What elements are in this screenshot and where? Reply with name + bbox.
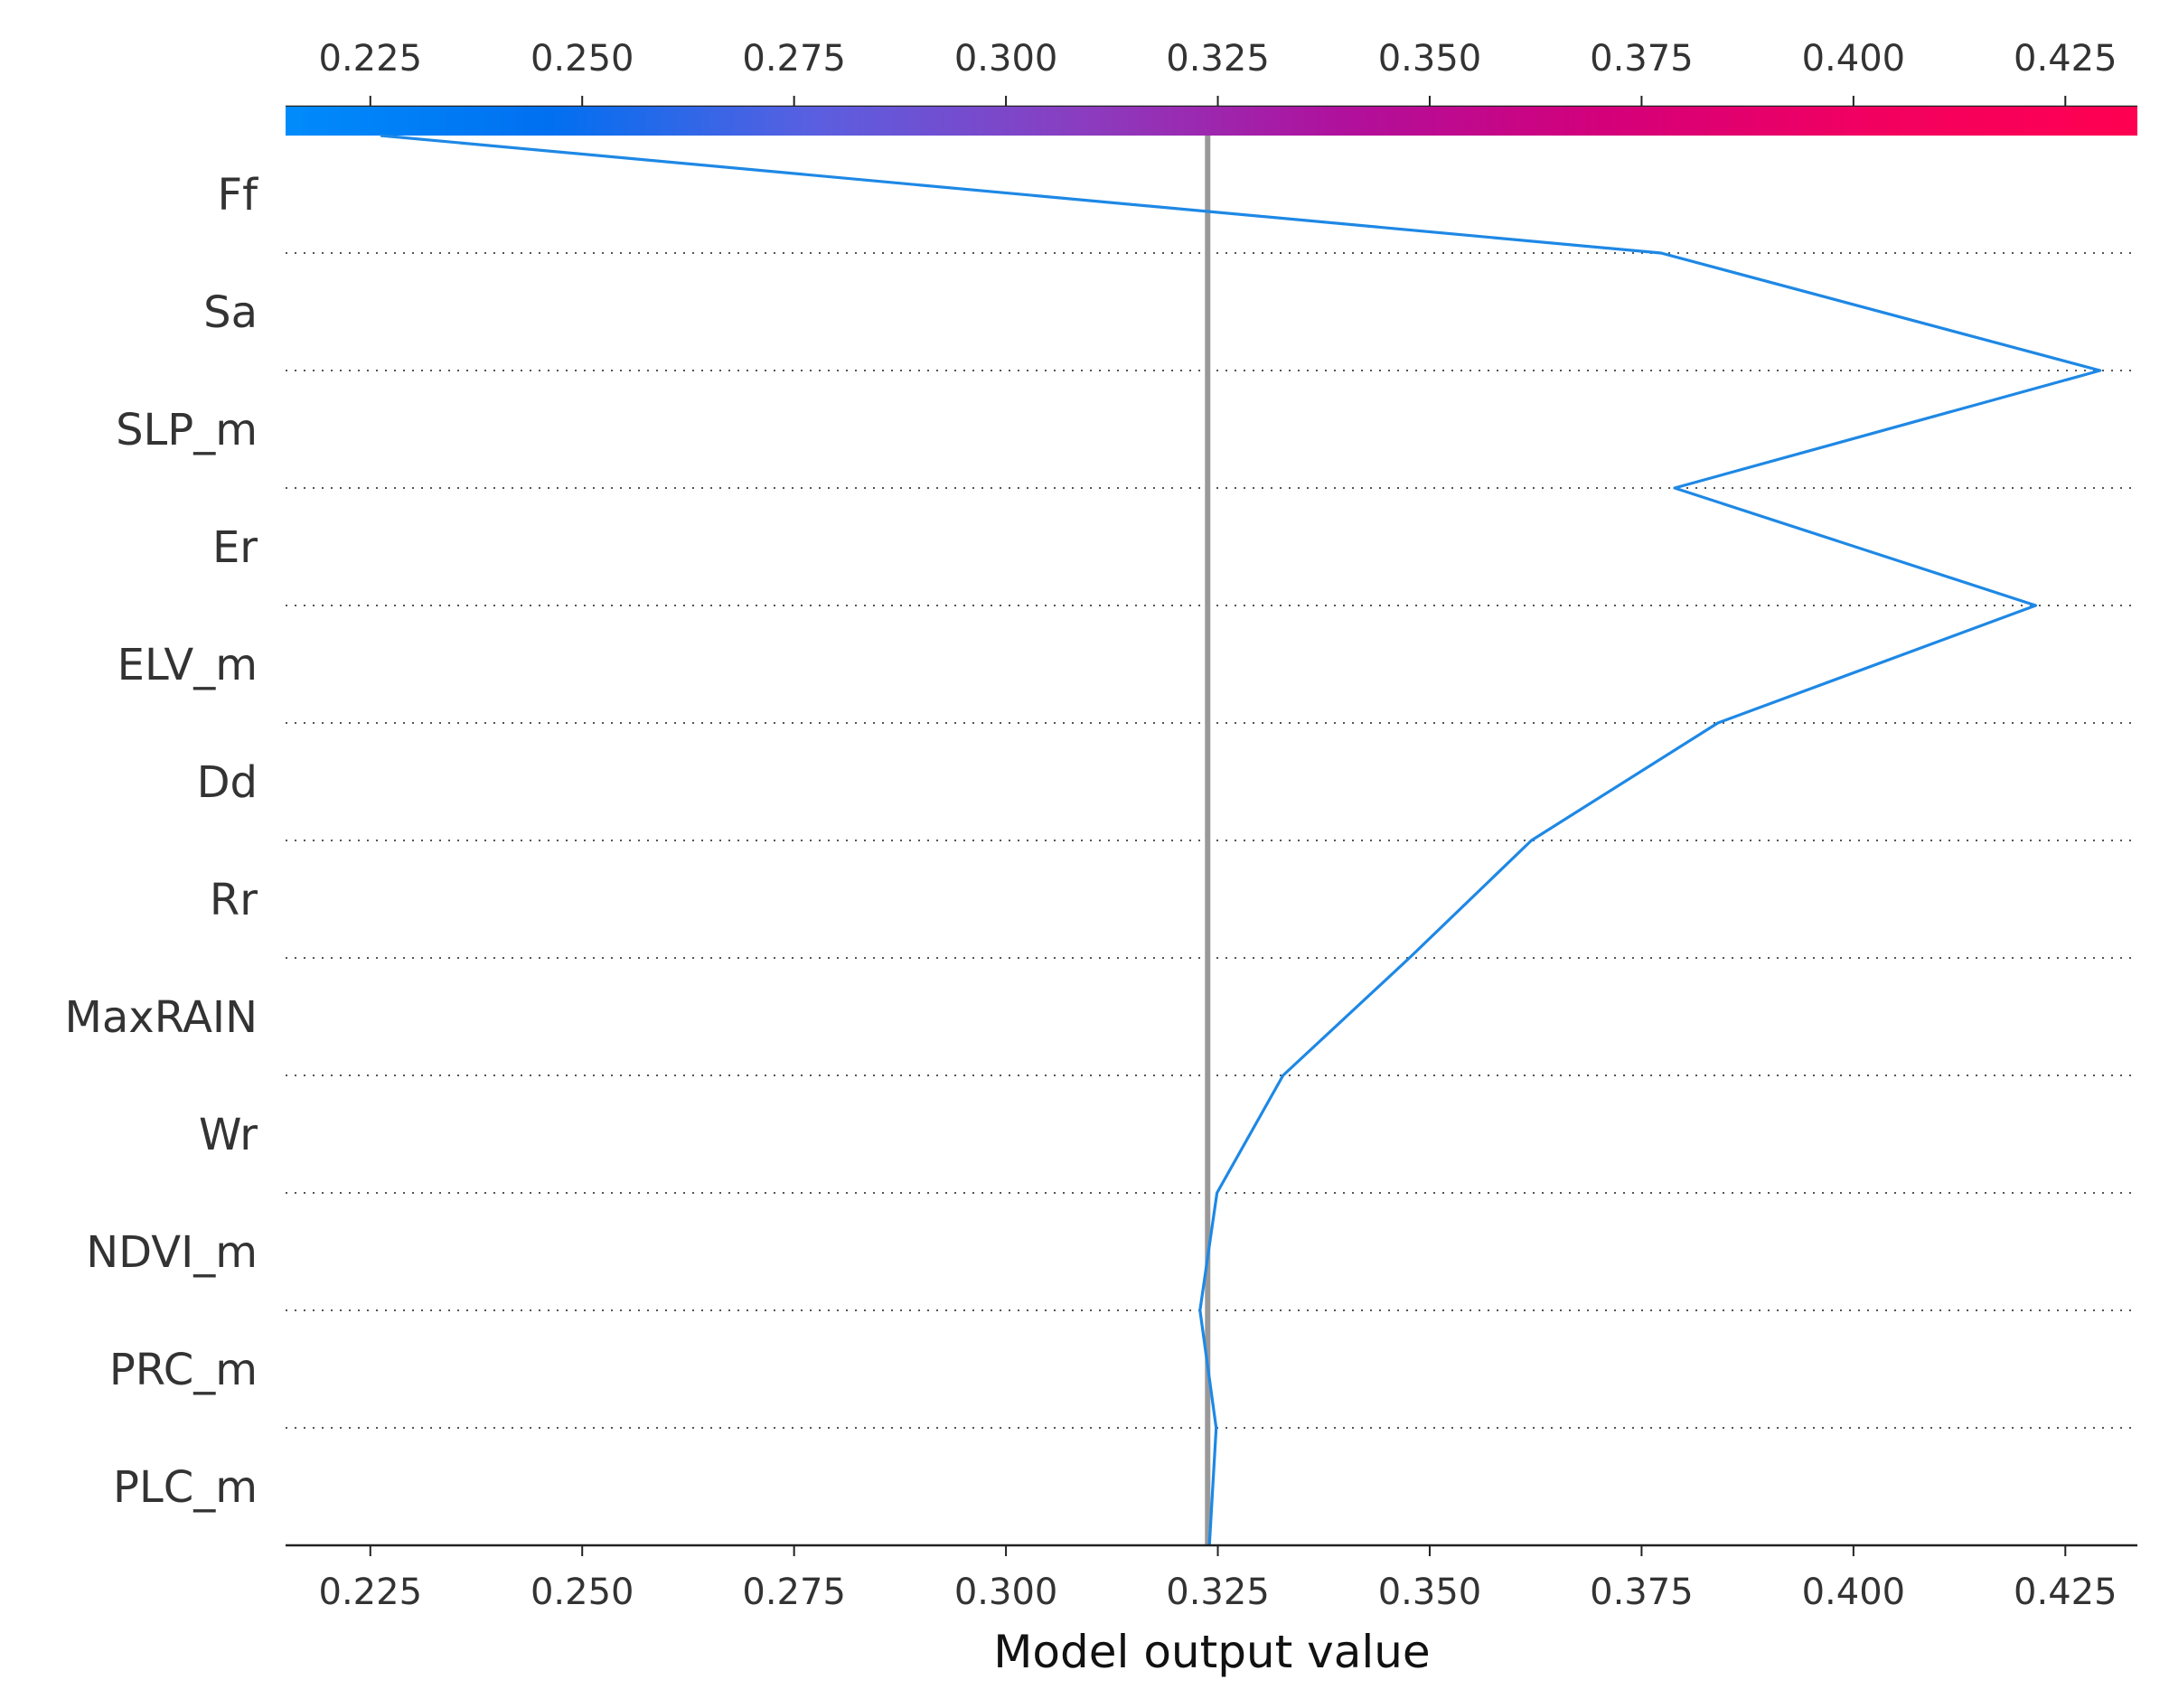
top-tick-label: 0.300 bbox=[954, 38, 1058, 80]
top-tick-label: 0.250 bbox=[531, 38, 634, 80]
top-tick-label: 0.225 bbox=[319, 38, 423, 80]
feature-label: Wr bbox=[199, 1110, 258, 1160]
top-tick-label: 0.375 bbox=[1590, 38, 1694, 80]
bottom-tick-label: 0.325 bbox=[1166, 1572, 1270, 1613]
feature-label: Sa bbox=[203, 287, 258, 338]
feature-label: PRC_m bbox=[109, 1345, 258, 1395]
feature-labels: Ff Sa SLP_m Er ELV_m Dd Rr MaxRAIN Wr NDVI_m PRC_m… bbox=[64, 170, 258, 1513]
feature-label: Ff bbox=[217, 170, 258, 221]
feature-label: Rr bbox=[210, 875, 258, 925]
bottom-tick-label: 0.225 bbox=[319, 1572, 423, 1613]
feature-label: NDVI_m bbox=[86, 1227, 258, 1278]
feature-label: Dd bbox=[197, 757, 258, 808]
bottom-tick-label: 0.425 bbox=[2014, 1572, 2117, 1613]
top-x-axis: 0.225 0.250 0.275 0.300 0.325 0.350 0.375 0.400… bbox=[286, 38, 2137, 108]
top-tick-label: 0.325 bbox=[1166, 38, 1270, 80]
feature-label: PLC_m bbox=[113, 1462, 258, 1513]
top-tick-label: 0.400 bbox=[1802, 38, 1906, 80]
bottom-tick-label: 0.300 bbox=[954, 1572, 1058, 1613]
bottom-tick-label: 0.400 bbox=[1802, 1572, 1906, 1613]
top-tick-label: 0.350 bbox=[1378, 38, 1482, 80]
grid-lines bbox=[286, 252, 2137, 1429]
feature-label: SLP_m bbox=[116, 405, 258, 455]
bottom-tick-label: 0.375 bbox=[1590, 1572, 1694, 1613]
bottom-tick-label: 0.350 bbox=[1378, 1572, 1482, 1613]
feature-label: ELV_m bbox=[117, 640, 258, 690]
feature-label: Er bbox=[212, 522, 258, 573]
x-axis-title: Model output value bbox=[993, 1626, 1430, 1678]
decision-path-line bbox=[380, 134, 2102, 1546]
bottom-tick-label: 0.275 bbox=[742, 1572, 846, 1613]
bottom-tick-label: 0.250 bbox=[531, 1572, 634, 1613]
top-tick-label: 0.425 bbox=[2014, 38, 2117, 80]
colorbar bbox=[286, 107, 2137, 136]
top-tick-label: 0.275 bbox=[742, 38, 846, 80]
feature-label: MaxRAIN bbox=[64, 992, 258, 1043]
bottom-x-axis: 0.225 0.250 0.275 0.300 0.325 0.350 0.375 0.400… bbox=[319, 1545, 2117, 1613]
